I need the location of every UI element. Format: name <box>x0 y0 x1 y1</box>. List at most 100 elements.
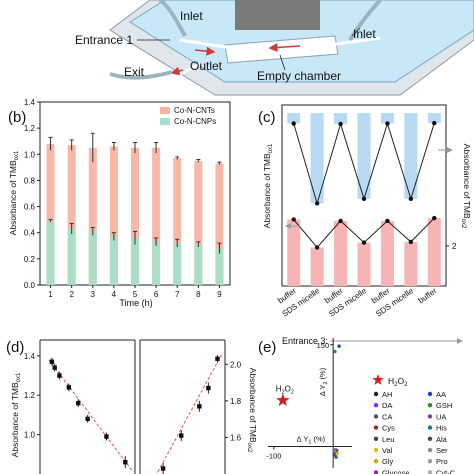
bar-tmbox1 <box>427 218 441 286</box>
legend-dot <box>373 470 379 474</box>
point-left <box>104 434 109 439</box>
bar-tmbox2 <box>287 113 301 124</box>
panel-e-plot: 150 -100 Δ Y2 (%) Δ Y1 (%) H2O2 <box>266 338 352 468</box>
fit-line-left <box>48 359 134 473</box>
y-tick-label: 0.2 <box>24 255 36 264</box>
legend-dot <box>373 425 379 430</box>
exit-label: Exit <box>124 65 145 79</box>
legend-label: AA <box>436 390 446 399</box>
panel-b-ylabel: Absorbance of TMBox1 <box>8 150 20 235</box>
bar-tmbox1 <box>310 247 324 286</box>
legend-dot <box>427 447 433 453</box>
panel-e: (e) 150 -100 Δ Y2 (%) Δ Y1 (%) H2O2 H2O2 AH AA… <box>258 338 456 474</box>
y-right-tick-label: 2 <box>452 242 457 251</box>
legend-label: Gly <box>382 457 394 466</box>
legend-dot <box>427 403 433 408</box>
legend-dot <box>373 391 379 397</box>
bar-cnps <box>88 231 97 285</box>
legend-swatch <box>160 107 170 114</box>
bar-cnps <box>173 243 182 285</box>
legend-star-h2o2 <box>372 374 384 385</box>
panel-c: (c) Absorbance of TMBox1 Absorbance of T… <box>258 104 472 346</box>
legend-label-h2o2: H2O2 <box>388 376 408 388</box>
point-tmbox2 <box>314 201 320 206</box>
x-tick-label: 1 <box>48 290 53 299</box>
flow-arrow-left <box>194 46 216 56</box>
tube-left <box>158 0 187 37</box>
callout-chamber <box>279 54 286 71</box>
y-tick-label: 1.0 <box>24 431 36 440</box>
point-aa <box>337 344 341 348</box>
legend-dot <box>427 414 433 419</box>
point-tmbox2 <box>338 121 343 127</box>
bar-tmbox1 <box>404 241 418 286</box>
bar-tmbox2 <box>427 113 441 124</box>
panel-b-label: (b) <box>8 109 26 126</box>
tube-exit <box>109 70 173 80</box>
panel-d-label: (d) <box>6 339 24 356</box>
legend-label: His <box>436 424 447 433</box>
panel-b-plot: 0.0 0.2 0.4 0.6 0.8 1.0 1.2 1.4 1 2 3 4 5 6 7 8 9 Co-N-CN… <box>24 98 231 299</box>
point-tmbox2 <box>361 196 367 201</box>
bar-cnts <box>88 147 97 285</box>
point-right <box>179 433 184 438</box>
inlet-right-label: Inlet <box>353 27 376 41</box>
bar-cnts <box>109 146 118 285</box>
point-left <box>49 359 55 364</box>
empty-chamber <box>224 35 339 64</box>
y-tick-label: 0.6 <box>24 203 36 212</box>
y-tick-label: 1.8 <box>230 397 242 406</box>
bar-tmbox1 <box>287 219 301 286</box>
bar-cnts <box>215 163 224 285</box>
y-tick-label: 1.4 <box>24 98 36 107</box>
legend-dot <box>427 470 433 474</box>
point-h2o2-label: H2O2 <box>276 384 294 395</box>
fit-line-right <box>156 354 222 474</box>
bar-cnps <box>131 237 139 285</box>
panel-c-label: (c) <box>258 109 276 126</box>
panel-b: (b) Absorbance of TMBox1 0.0 0.2 0.4 0.6 0.8… <box>8 98 231 308</box>
entrance-label: Entrance 1 <box>75 33 133 47</box>
bar-tmbox1 <box>334 220 348 286</box>
y-tick-label: 1.6 <box>230 433 242 442</box>
panel-c-ylabel-left: Absorbance of TMBox1 <box>262 143 274 228</box>
point-ser <box>333 449 337 453</box>
callout-inlet-right <box>351 27 361 37</box>
bar-cnps <box>194 244 203 285</box>
legend-label: GSH <box>436 401 452 410</box>
x-tick-label: buffer <box>417 286 439 305</box>
point-tmbox1 <box>385 218 390 224</box>
legend-swatch <box>160 118 170 125</box>
y-tick-label: 1.2 <box>24 391 36 400</box>
legend-dot <box>373 436 379 441</box>
bar-cnps <box>109 236 118 285</box>
bar-tmbox2 <box>404 113 418 199</box>
legend-dot <box>373 459 379 464</box>
legend-label: Co-N-CNTs <box>174 106 215 115</box>
legend-dot <box>373 414 379 419</box>
point-h2o2-star <box>276 393 290 406</box>
legend-label: Glucose <box>382 468 410 474</box>
panel-d-ylabel-right: Absorbance of TMBox2 <box>246 368 258 453</box>
point-val <box>335 452 339 456</box>
legend-label: Cyt-C <box>436 468 456 474</box>
panel-a-chip-illustration: Inlet Inlet Entrance 1 Exit Outlet Empty… <box>75 0 474 96</box>
point-tmbox1 <box>291 217 296 222</box>
panel-e-legend: H2O2 AH AA DA GSH CA UA Cys His Leu Ala Val Ser Gly Pr… <box>372 374 456 474</box>
bar-cnts <box>173 158 182 285</box>
y-tick-label: 0.8 <box>24 176 36 185</box>
legend-label: Ala <box>436 435 448 444</box>
y-tick-label: 1.0 <box>24 150 36 159</box>
flow-arrow-chamber <box>268 43 301 52</box>
point-left <box>57 373 62 378</box>
x-tick-label: 5 <box>133 290 138 299</box>
point-right <box>215 356 220 361</box>
legend-label: UA <box>436 412 446 421</box>
microchannel <box>179 36 381 76</box>
legend-label: AH <box>382 390 392 399</box>
bar-cnts <box>46 143 55 285</box>
legend-label: Val <box>382 446 393 455</box>
legend-label: DA <box>382 401 392 410</box>
x-axis-label: Δ Y1 (%) <box>297 434 326 445</box>
